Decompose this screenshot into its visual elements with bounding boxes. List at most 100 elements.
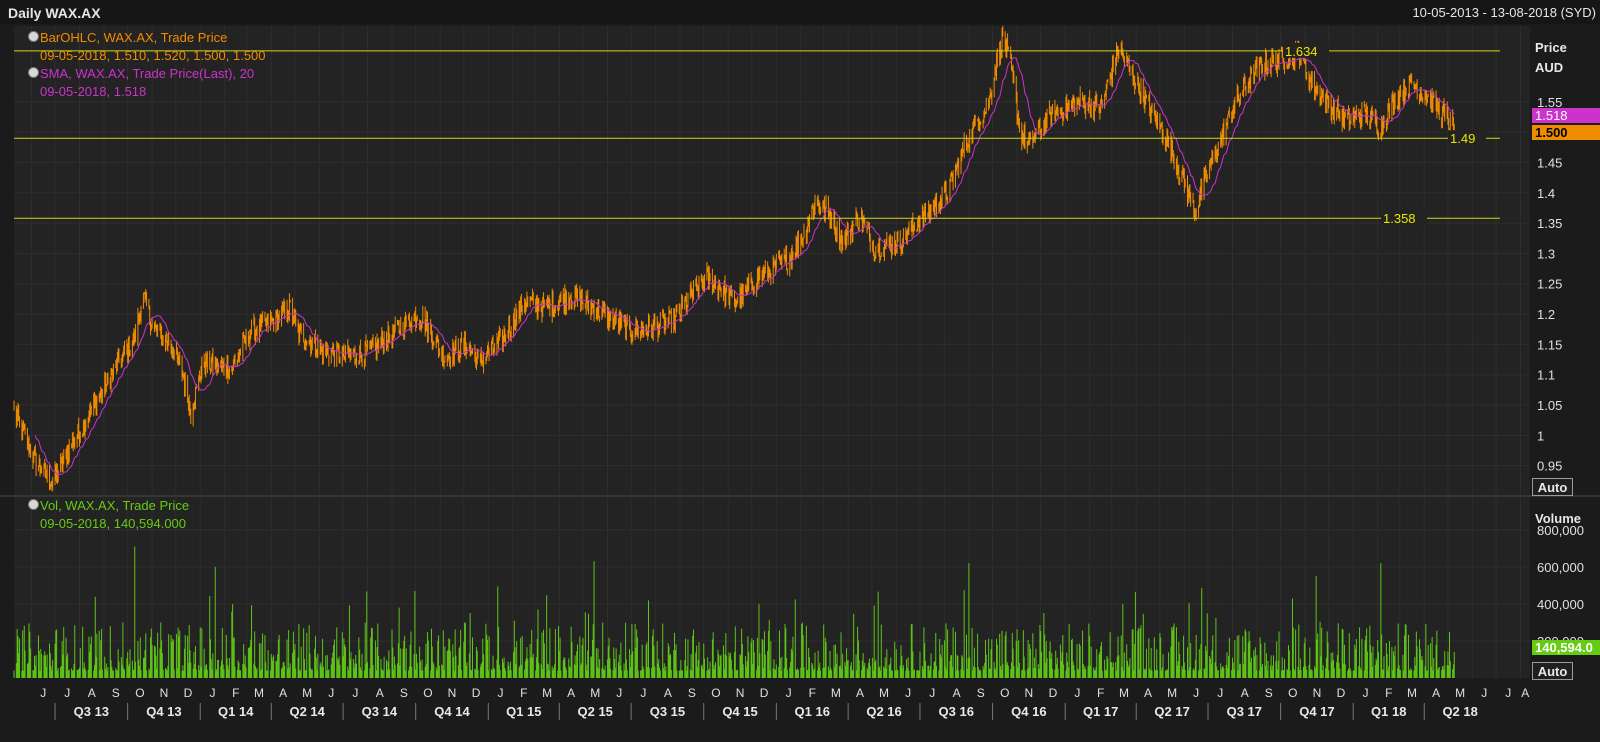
grid-lines	[14, 26, 1530, 678]
quarter-label: Q1 16	[795, 704, 830, 719]
volume-auto-scale-button[interactable]: Auto	[1532, 662, 1573, 680]
quarter-label: Q2 18	[1442, 704, 1477, 719]
month-label: A	[88, 686, 96, 700]
quarter-label: Q4 15	[722, 704, 757, 719]
title-bar	[0, 0, 1600, 24]
quarter-label: Q3 14	[362, 704, 398, 719]
month-label: F	[809, 686, 816, 700]
month-label: J	[616, 686, 622, 700]
month-label: F	[1385, 686, 1392, 700]
price-tick-label: 1.55	[1537, 95, 1562, 110]
month-label: O	[135, 686, 144, 700]
level-label: 1.358	[1383, 211, 1416, 226]
price-tick-label: 0.95	[1537, 459, 1562, 474]
month-label: J	[1193, 686, 1199, 700]
price-axis-unit: AUD	[1535, 60, 1564, 75]
month-label: D	[184, 686, 193, 700]
quarter-label: Q2 16	[866, 704, 901, 719]
price-tick-label: 1.05	[1537, 398, 1562, 413]
volume-tick-label: 400,000	[1537, 597, 1584, 612]
month-label: J	[1074, 686, 1080, 700]
series-toggle-icon[interactable]	[28, 31, 39, 42]
month-label: S	[1265, 686, 1273, 700]
month-label: N	[1313, 686, 1322, 700]
quarter-label: Q1 14	[218, 704, 254, 719]
month-label: J	[498, 686, 504, 700]
month-label: J	[1362, 686, 1368, 700]
month-label: F	[1097, 686, 1104, 700]
month-label: F	[232, 686, 239, 700]
month-label: J	[786, 686, 792, 700]
month-label: O	[423, 686, 432, 700]
price-tick-label: 1.4	[1537, 186, 1555, 201]
month-label: D	[1337, 686, 1346, 700]
month-label: S	[688, 686, 696, 700]
month-label: A	[376, 686, 384, 700]
month-label: F	[520, 686, 527, 700]
quarter-label: Q3 13	[74, 704, 109, 719]
month-label: J	[1481, 686, 1487, 700]
month-label: A	[1432, 686, 1440, 700]
quarter-label: Q2 15	[578, 704, 613, 719]
price-tick-label: 1	[1537, 428, 1544, 443]
volume-last-tag: 140,594.0	[1532, 640, 1600, 655]
price-tick-label: 1.1	[1537, 368, 1555, 383]
month-label: N	[1025, 686, 1034, 700]
level-label: 1.634	[1285, 44, 1318, 59]
volume-legend-name: Vol, WAX.AX, Trade Price	[40, 498, 190, 513]
quarter-label: Q4 13	[146, 704, 181, 719]
month-label: S	[400, 686, 408, 700]
sma-last-tag: 1.518	[1532, 108, 1600, 123]
month-label: M	[831, 686, 841, 700]
quarter-label: Q1 17	[1083, 704, 1118, 719]
month-label: N	[160, 686, 169, 700]
price-tick-label: 1.35	[1537, 216, 1562, 231]
level-label-background	[1283, 42, 1329, 58]
month-label: D	[1049, 686, 1058, 700]
level-label: 1.49	[1450, 131, 1475, 146]
month-label: J	[40, 686, 46, 700]
quarter-label: Q3 16	[939, 704, 974, 719]
chart-title: Daily WAX.AX	[8, 5, 101, 21]
month-label: A	[1241, 686, 1249, 700]
quarter-label: Q1 18	[1371, 704, 1406, 719]
ohlc-legend-value: 09-05-2018, 1.510, 1.520, 1.500, 1.500	[40, 48, 266, 63]
month-label: M	[254, 686, 264, 700]
month-label: N	[448, 686, 457, 700]
price-last-tag: 1.500	[1532, 125, 1600, 140]
month-label: M	[1119, 686, 1129, 700]
month-label: M	[1455, 686, 1465, 700]
sma-line	[34, 56, 1455, 476]
ohlc-legend[interactable]: BarOHLC, WAX.AX, Trade Price 09-05-2018,…	[28, 29, 266, 65]
volume-legend[interactable]: Vol, WAX.AX, Trade Price 09-05-2018, 140…	[28, 497, 190, 533]
level-label-background	[1448, 130, 1486, 146]
month-label: A	[953, 686, 961, 700]
quarter-label: Q3 15	[650, 704, 685, 719]
volume-axis-title: Volume	[1535, 511, 1581, 526]
volume-tick-label: 600,000	[1537, 560, 1584, 575]
sma-legend-value: 09-05-2018, 1.518	[40, 84, 147, 99]
month-label: J	[328, 686, 334, 700]
volume-tick-label: 800,000	[1537, 523, 1584, 538]
quarter-label: Q4 17	[1299, 704, 1334, 719]
price-auto-scale-button[interactable]: Auto	[1532, 478, 1573, 496]
month-label: M	[1407, 686, 1417, 700]
price-tick-label: 1.2	[1537, 307, 1555, 322]
series-toggle-icon[interactable]	[28, 499, 39, 510]
quarter-label: Q4 14	[434, 704, 470, 719]
quarter-label: Q2 17	[1154, 704, 1189, 719]
month-label: A	[1521, 686, 1529, 700]
date-range: 10-05-2013 - 13-08-2018 (SYD)	[1412, 5, 1596, 20]
month-label: S	[977, 686, 985, 700]
month-label: O	[1000, 686, 1009, 700]
month-label: J	[640, 686, 646, 700]
month-label: S	[112, 686, 120, 700]
month-label: M	[302, 686, 312, 700]
price-tick-label: 1.3	[1537, 246, 1555, 261]
volume-panel	[14, 496, 1530, 678]
month-label: A	[664, 686, 672, 700]
sma-legend[interactable]: SMA, WAX.AX, Trade Price(Last), 20 09-05…	[28, 65, 255, 101]
sma-legend-name: SMA, WAX.AX, Trade Price(Last), 20	[40, 66, 255, 81]
month-label: M	[590, 686, 600, 700]
series-toggle-icon[interactable]	[28, 67, 39, 78]
